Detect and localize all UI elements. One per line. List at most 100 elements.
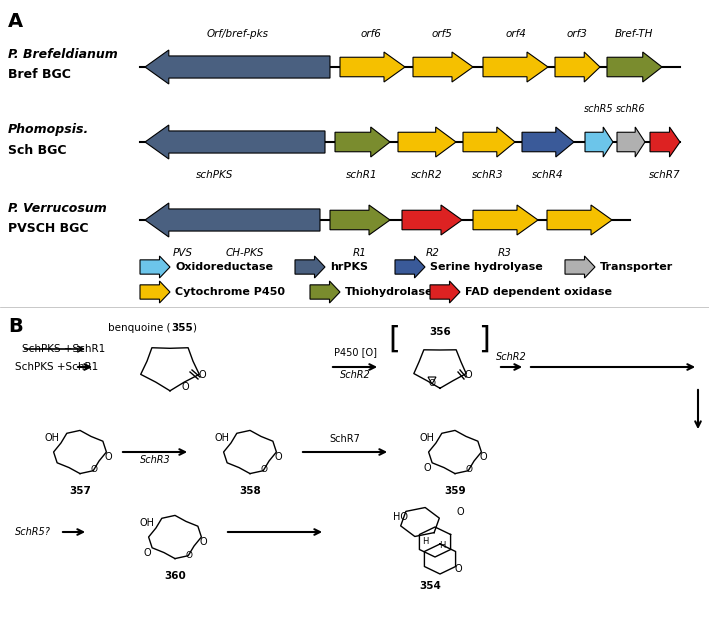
Text: 355: 355 (171, 323, 193, 333)
Text: O: O (143, 548, 151, 558)
Text: OH: OH (45, 433, 60, 443)
Text: SchR2: SchR2 (496, 352, 526, 362)
Text: SchPKS +SchR1: SchPKS +SchR1 (15, 362, 99, 372)
Text: H: H (422, 537, 428, 547)
Text: SchR5?: SchR5? (15, 527, 51, 537)
Polygon shape (617, 127, 645, 157)
Text: O: O (91, 466, 98, 475)
Text: SchR2: SchR2 (340, 370, 370, 380)
Text: O: O (182, 382, 189, 392)
Text: Transporter: Transporter (600, 262, 674, 272)
Text: P450 [O]: P450 [O] (333, 347, 376, 357)
Text: R3: R3 (498, 248, 512, 258)
Text: O: O (104, 452, 112, 462)
Text: schR6: schR6 (616, 104, 646, 114)
Text: Bref-TH: Bref-TH (615, 29, 653, 39)
Polygon shape (565, 256, 595, 278)
Text: O: O (466, 466, 472, 475)
Text: A: A (8, 12, 23, 31)
Polygon shape (555, 52, 600, 82)
Polygon shape (145, 125, 325, 159)
Text: O: O (464, 370, 471, 380)
Text: SchPKS +SchR1: SchPKS +SchR1 (22, 344, 105, 354)
Text: 359: 359 (444, 486, 466, 496)
Text: Oxidoreductase: Oxidoreductase (175, 262, 273, 272)
Polygon shape (335, 127, 390, 157)
Text: Orf/bref-pks: Orf/bref-pks (207, 29, 269, 39)
Text: Phomopsis.: Phomopsis. (8, 123, 89, 137)
Text: Bref BGC: Bref BGC (8, 68, 71, 82)
Polygon shape (650, 127, 680, 157)
Text: Thiohydrolase: Thiohydrolase (345, 287, 433, 297)
Text: O: O (199, 537, 207, 547)
Polygon shape (145, 50, 330, 84)
Polygon shape (145, 203, 320, 237)
Text: schR5: schR5 (584, 104, 614, 114)
Text: hrPKS: hrPKS (330, 262, 368, 272)
Text: Cytochrome P450: Cytochrome P450 (175, 287, 285, 297)
Polygon shape (463, 127, 515, 157)
Text: 354: 354 (419, 581, 441, 591)
Polygon shape (295, 256, 325, 278)
Polygon shape (340, 52, 405, 82)
Text: R2: R2 (426, 248, 440, 258)
Text: [: [ (388, 324, 400, 353)
Text: orf6: orf6 (361, 29, 381, 39)
Text: 360: 360 (164, 571, 186, 581)
Text: O: O (454, 564, 462, 574)
Text: HO: HO (393, 512, 408, 522)
Text: 358: 358 (239, 486, 261, 496)
Polygon shape (310, 281, 340, 303)
Polygon shape (483, 52, 548, 82)
Text: O: O (479, 452, 487, 462)
Polygon shape (547, 205, 612, 235)
Text: B: B (8, 317, 23, 336)
Text: schR4: schR4 (532, 170, 564, 180)
Polygon shape (330, 205, 390, 235)
Text: CH-PKS: CH-PKS (225, 248, 264, 258)
Text: O: O (199, 370, 206, 380)
Text: Serine hydrolyase: Serine hydrolyase (430, 262, 543, 272)
Text: benquoine (: benquoine ( (108, 323, 170, 333)
Text: P. Verrucosum: P. Verrucosum (8, 202, 107, 214)
Text: O: O (274, 452, 281, 462)
Polygon shape (398, 127, 456, 157)
Text: orf4: orf4 (506, 29, 527, 39)
Text: R1: R1 (353, 248, 367, 258)
Text: schR7: schR7 (649, 170, 681, 180)
Text: Sch BGC: Sch BGC (8, 143, 67, 157)
Text: schR3: schR3 (472, 170, 504, 180)
Polygon shape (430, 281, 460, 303)
Polygon shape (395, 256, 425, 278)
Polygon shape (402, 205, 462, 235)
Text: FAD dependent oxidase: FAD dependent oxidase (465, 287, 612, 297)
Text: OH: OH (215, 433, 230, 443)
Text: O: O (456, 507, 464, 517)
Polygon shape (585, 127, 613, 157)
Text: schR2: schR2 (411, 170, 443, 180)
Text: orf5: orf5 (432, 29, 452, 39)
Polygon shape (607, 52, 662, 82)
Text: O: O (428, 379, 435, 387)
Text: schR1: schR1 (346, 170, 378, 180)
Text: schPKS: schPKS (196, 170, 234, 180)
Polygon shape (473, 205, 538, 235)
Text: O: O (260, 466, 267, 475)
Text: SchR3: SchR3 (140, 455, 170, 465)
Polygon shape (140, 281, 170, 303)
Text: 357: 357 (69, 486, 91, 496)
Polygon shape (413, 52, 473, 82)
Text: SchR7: SchR7 (330, 434, 360, 444)
Text: O: O (186, 550, 193, 559)
Polygon shape (140, 256, 170, 278)
Text: orf3: orf3 (566, 29, 588, 39)
Text: PVSCH BGC: PVSCH BGC (8, 221, 89, 234)
Text: OH: OH (140, 518, 155, 528)
Text: PVS: PVS (173, 248, 193, 258)
Text: P. Brefeldianum: P. Brefeldianum (8, 49, 118, 61)
Text: O: O (423, 463, 431, 473)
Polygon shape (522, 127, 574, 157)
Text: H: H (439, 540, 445, 549)
Text: ]: ] (478, 324, 490, 353)
Text: 356: 356 (429, 327, 451, 337)
